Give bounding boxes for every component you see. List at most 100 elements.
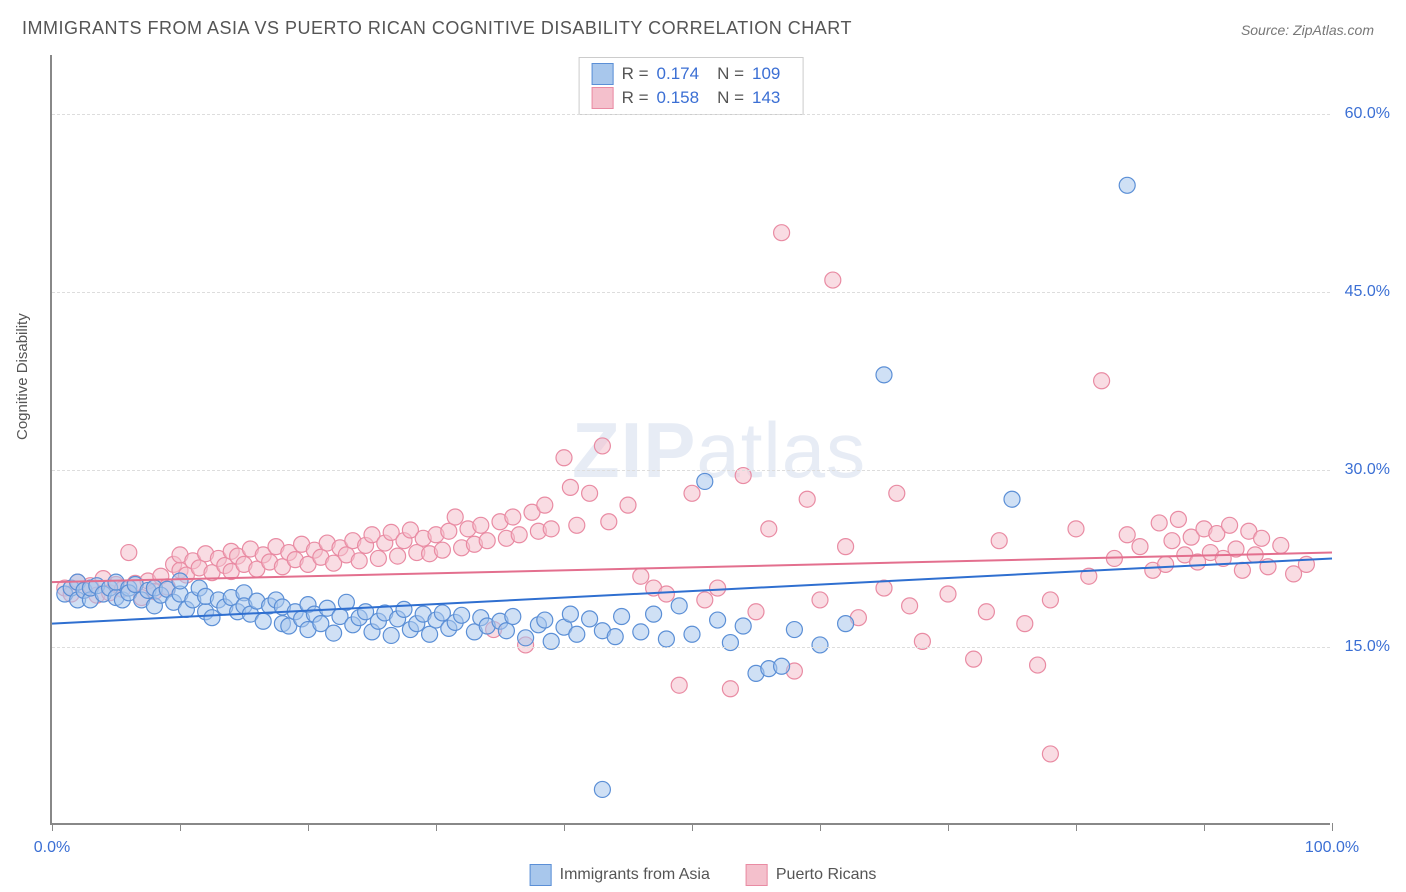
y-tick-label: 45.0% (1345, 283, 1390, 301)
plot-area: ZIPatlas R = 0.174 N = 109 R = 0.158 N =… (50, 55, 1330, 825)
gridline (52, 470, 1330, 471)
scatter-point (671, 677, 687, 693)
scatter-point (607, 629, 623, 645)
scatter-point (799, 491, 815, 507)
x-tick (180, 823, 181, 831)
scatter-point (646, 606, 662, 622)
scatter-point (1151, 515, 1167, 531)
scatter-point (594, 781, 610, 797)
scatter-point (255, 613, 271, 629)
scatter-point (537, 612, 553, 628)
scatter-point (1158, 556, 1174, 572)
x-tick (948, 823, 949, 831)
scatter-point (543, 521, 559, 537)
x-tick (1332, 823, 1333, 831)
scatter-point (991, 533, 1007, 549)
scatter-point (204, 610, 220, 626)
scatter-point (1042, 592, 1058, 608)
legend-item-1: Puerto Ricans (746, 864, 877, 886)
scatter-point (479, 533, 495, 549)
scatter-point (684, 485, 700, 501)
scatter-point (562, 479, 578, 495)
legend-item-0: Immigrants from Asia (530, 864, 710, 886)
scatter-point (383, 627, 399, 643)
scatter-point (351, 553, 367, 569)
scatter-point (1094, 373, 1110, 389)
scatter-point (774, 225, 790, 241)
scatter-point (498, 623, 514, 639)
y-tick-label: 60.0% (1345, 105, 1390, 123)
scatter-point (614, 609, 630, 625)
scatter-point (518, 630, 534, 646)
scatter-point (1004, 491, 1020, 507)
legend-swatch-0 (530, 864, 552, 886)
scatter-point (1273, 537, 1289, 553)
scatter-point (390, 548, 406, 564)
scatter-point (966, 651, 982, 667)
x-tick (436, 823, 437, 831)
scatter-point (1119, 177, 1135, 193)
scatter-point (658, 586, 674, 602)
scatter-point (1042, 746, 1058, 762)
scatter-point (582, 611, 598, 627)
scatter-point (473, 517, 489, 533)
scatter-point (562, 606, 578, 622)
scatter-point (710, 580, 726, 596)
scatter-point (978, 604, 994, 620)
scatter-point (434, 542, 450, 558)
scatter-point (620, 497, 636, 513)
x-tick (1076, 823, 1077, 831)
x-tick-label: 0.0% (34, 839, 70, 857)
scatter-point (569, 517, 585, 533)
scatter-point (722, 681, 738, 697)
scatter-point (658, 631, 674, 647)
scatter-point (454, 607, 470, 623)
legend-label-1: Puerto Ricans (776, 866, 877, 884)
y-tick-label: 30.0% (1345, 461, 1390, 479)
x-tick (564, 823, 565, 831)
scatter-point (838, 539, 854, 555)
scatter-point (1222, 517, 1238, 533)
scatter-point (556, 450, 572, 466)
scatter-point (569, 626, 585, 642)
x-tick (308, 823, 309, 831)
scatter-point (812, 592, 828, 608)
scatter-point (447, 509, 463, 525)
scatter-point (902, 598, 918, 614)
scatter-point (684, 626, 700, 642)
scatter-point (396, 601, 412, 617)
x-tick (52, 823, 53, 831)
scatter-point (838, 616, 854, 632)
scatter-point (511, 527, 527, 543)
scatter-point (1170, 511, 1186, 527)
scatter-point (889, 485, 905, 501)
scatter-point (812, 637, 828, 653)
scatter-point (697, 592, 713, 608)
scatter-point (786, 622, 802, 638)
scatter-point (422, 626, 438, 642)
scatter-point (748, 604, 764, 620)
scatter-point (172, 573, 188, 589)
scatter-point (1254, 530, 1270, 546)
scatter-point (441, 523, 457, 539)
legend: Immigrants from Asia Puerto Ricans (530, 864, 877, 886)
scatter-point (505, 609, 521, 625)
scatter-point (370, 550, 386, 566)
x-tick (1204, 823, 1205, 831)
scatter-point (1017, 616, 1033, 632)
scatter-point (697, 473, 713, 489)
y-tick-label: 15.0% (1345, 638, 1390, 656)
scatter-point (121, 545, 137, 561)
legend-swatch-1 (746, 864, 768, 886)
chart-title: IMMIGRANTS FROM ASIA VS PUERTO RICAN COG… (22, 18, 852, 39)
scatter-point (1164, 533, 1180, 549)
scatter-point (582, 485, 598, 501)
scatter-point (537, 497, 553, 513)
x-tick-label: 100.0% (1305, 839, 1359, 857)
y-axis-label: Cognitive Disability (14, 313, 31, 440)
gridline (52, 114, 1330, 115)
scatter-point (1119, 527, 1135, 543)
scatter-point (1030, 657, 1046, 673)
x-tick (820, 823, 821, 831)
gridline (52, 292, 1330, 293)
